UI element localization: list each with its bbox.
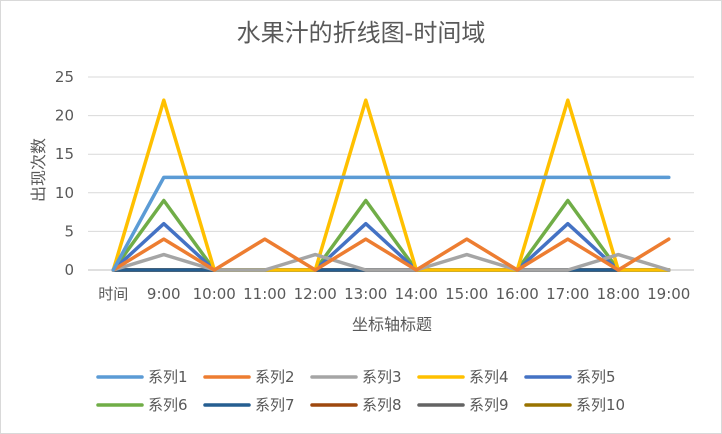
x-tick-label: 13:00 (344, 285, 387, 303)
legend-label: 系列2 (255, 368, 295, 386)
x-axis-ticks: 时间 9:00 10:00 11:00 12:00 13:00 14:00 15:00 16:0… (98, 285, 690, 303)
legend-item: 系列6 (96, 396, 188, 414)
y-tick-label: 25 (55, 68, 74, 86)
series-line-3 (111, 252, 671, 272)
x-tick-label: 12:00 (294, 285, 337, 303)
legend-item: 系列10 (524, 396, 625, 414)
x-tick-label: 17:00 (546, 285, 589, 303)
legend: 系列1 系列2 系列3 系列4 系列5 系列6 系列7 系列8 系列9 系列10 (96, 368, 625, 414)
x-tick-label: 18:00 (597, 285, 640, 303)
y-tick-label: 5 (64, 222, 74, 240)
legend-item: 系列1 (96, 368, 188, 386)
legend-label: 系列9 (469, 396, 509, 414)
x-tick-label: 14:00 (395, 285, 438, 303)
x-tick-label: 19:00 (647, 285, 690, 303)
series-line-4 (111, 98, 671, 272)
x-tick-label: 15:00 (445, 285, 488, 303)
y-tick-label: 20 (55, 107, 74, 125)
x-axis-title: 坐标轴标题 (352, 315, 432, 334)
legend-label: 系列7 (255, 396, 295, 414)
chart-title: 水果汁的折线图-时间域 (237, 19, 486, 47)
y-tick-label: 10 (55, 184, 74, 202)
legend-item: 系列4 (417, 368, 509, 386)
legend-label: 系列3 (362, 368, 402, 386)
series-line-2 (111, 237, 671, 272)
legend-item: 系列5 (524, 368, 616, 386)
series-line-6 (111, 198, 671, 272)
x-tick-label: 时间 (98, 285, 128, 303)
legend-label: 系列6 (148, 396, 188, 414)
legend-item: 系列9 (417, 396, 509, 414)
legend-item: 系列3 (310, 368, 402, 386)
x-tick-label: 10:00 (193, 285, 236, 303)
x-tick-label: 16:00 (496, 285, 539, 303)
x-tick-label: 11:00 (243, 285, 286, 303)
legend-label: 系列10 (576, 396, 625, 414)
series-lines (111, 98, 671, 272)
legend-item: 系列8 (310, 396, 402, 414)
x-tick-label: 9:00 (147, 285, 181, 303)
legend-label: 系列5 (576, 368, 616, 386)
legend-label: 系列1 (148, 368, 188, 386)
y-tick-label: 15 (55, 145, 74, 163)
grid-lines (88, 76, 694, 271)
legend-item: 系列7 (203, 396, 295, 414)
y-axis-title: 出现次数 (29, 138, 48, 202)
legend-label: 系列4 (469, 368, 509, 386)
series-line-1 (111, 175, 671, 272)
y-tick-label: 0 (64, 261, 74, 279)
legend-label: 系列8 (362, 396, 402, 414)
y-axis-ticks: 0 5 10 15 20 25 (55, 68, 74, 279)
legend-item: 系列2 (203, 368, 295, 386)
series-line-5 (111, 221, 671, 272)
